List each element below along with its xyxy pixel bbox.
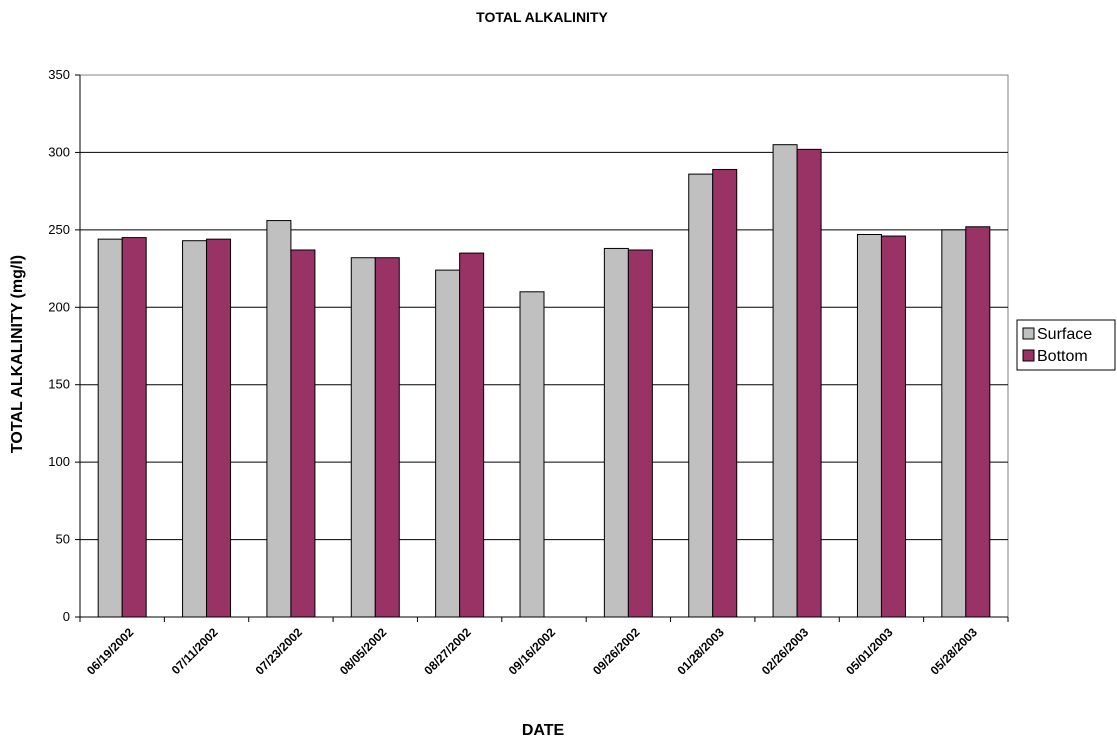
legend: Surface Bottom bbox=[1016, 319, 1116, 371]
x-tick-label: 01/28/2003 bbox=[674, 625, 727, 678]
x-tick-label: 05/28/2003 bbox=[928, 625, 981, 678]
bar-surface bbox=[519, 291, 545, 618]
bar-bottom bbox=[290, 249, 316, 618]
x-tick-label: 07/11/2002 bbox=[169, 625, 221, 677]
y-tick-label: 150 bbox=[48, 377, 70, 392]
bar-surface bbox=[97, 238, 123, 618]
y-tick-label: 0 bbox=[63, 609, 70, 624]
bar-bottom bbox=[206, 238, 232, 618]
x-tick-label: 09/16/2002 bbox=[506, 625, 559, 678]
y-tick-label: 250 bbox=[48, 222, 70, 237]
bar-bottom bbox=[712, 168, 738, 618]
bar-surface bbox=[941, 229, 967, 618]
legend-swatch-bottom bbox=[1022, 349, 1035, 362]
bar-bottom bbox=[459, 252, 485, 618]
x-axis-label: DATE bbox=[522, 722, 565, 739]
bar-surface bbox=[772, 144, 798, 618]
bar-surface bbox=[856, 234, 882, 618]
legend-label-surface: Surface bbox=[1037, 326, 1092, 343]
bar-bottom bbox=[627, 249, 653, 618]
y-tick-label: 100 bbox=[48, 454, 70, 469]
x-tick-label: 06/19/2002 bbox=[84, 625, 137, 678]
x-tick-label: 08/27/2002 bbox=[421, 625, 474, 678]
bar-bottom bbox=[880, 235, 906, 618]
y-axis-label: TOTAL ALKALINITY (mg/l) bbox=[9, 255, 26, 453]
legend-label-bottom: Bottom bbox=[1037, 348, 1088, 365]
bar-surface bbox=[688, 173, 714, 618]
bar-surface bbox=[603, 247, 629, 618]
chart-title: TOTAL ALKALINITY bbox=[476, 9, 608, 25]
bar-surface bbox=[435, 269, 461, 618]
x-tick-label: 02/26/2003 bbox=[759, 625, 812, 678]
bar-bottom bbox=[121, 237, 147, 618]
x-tick-label: 08/05/2002 bbox=[337, 625, 390, 678]
x-tick-label: 05/01/2003 bbox=[843, 625, 896, 678]
plot-area: 0 50 100 150 200 250 300 350 06/19/2002 07/11/200… bbox=[48, 67, 1009, 678]
y-tick-label: 50 bbox=[56, 532, 70, 547]
bar-surface bbox=[350, 257, 376, 618]
x-tick-label: 09/26/2002 bbox=[590, 625, 643, 678]
y-tick-label: 350 bbox=[48, 67, 70, 82]
y-tick-label: 200 bbox=[48, 299, 70, 314]
bar-bottom bbox=[965, 226, 991, 618]
x-tick-label: 07/23/2002 bbox=[253, 625, 306, 678]
bar-bottom bbox=[796, 148, 822, 618]
legend-swatch-surface bbox=[1022, 327, 1035, 340]
bar-surface bbox=[266, 220, 292, 618]
bar-bottom bbox=[374, 257, 400, 618]
y-tick-label: 300 bbox=[48, 144, 70, 159]
bar-surface bbox=[182, 240, 208, 618]
